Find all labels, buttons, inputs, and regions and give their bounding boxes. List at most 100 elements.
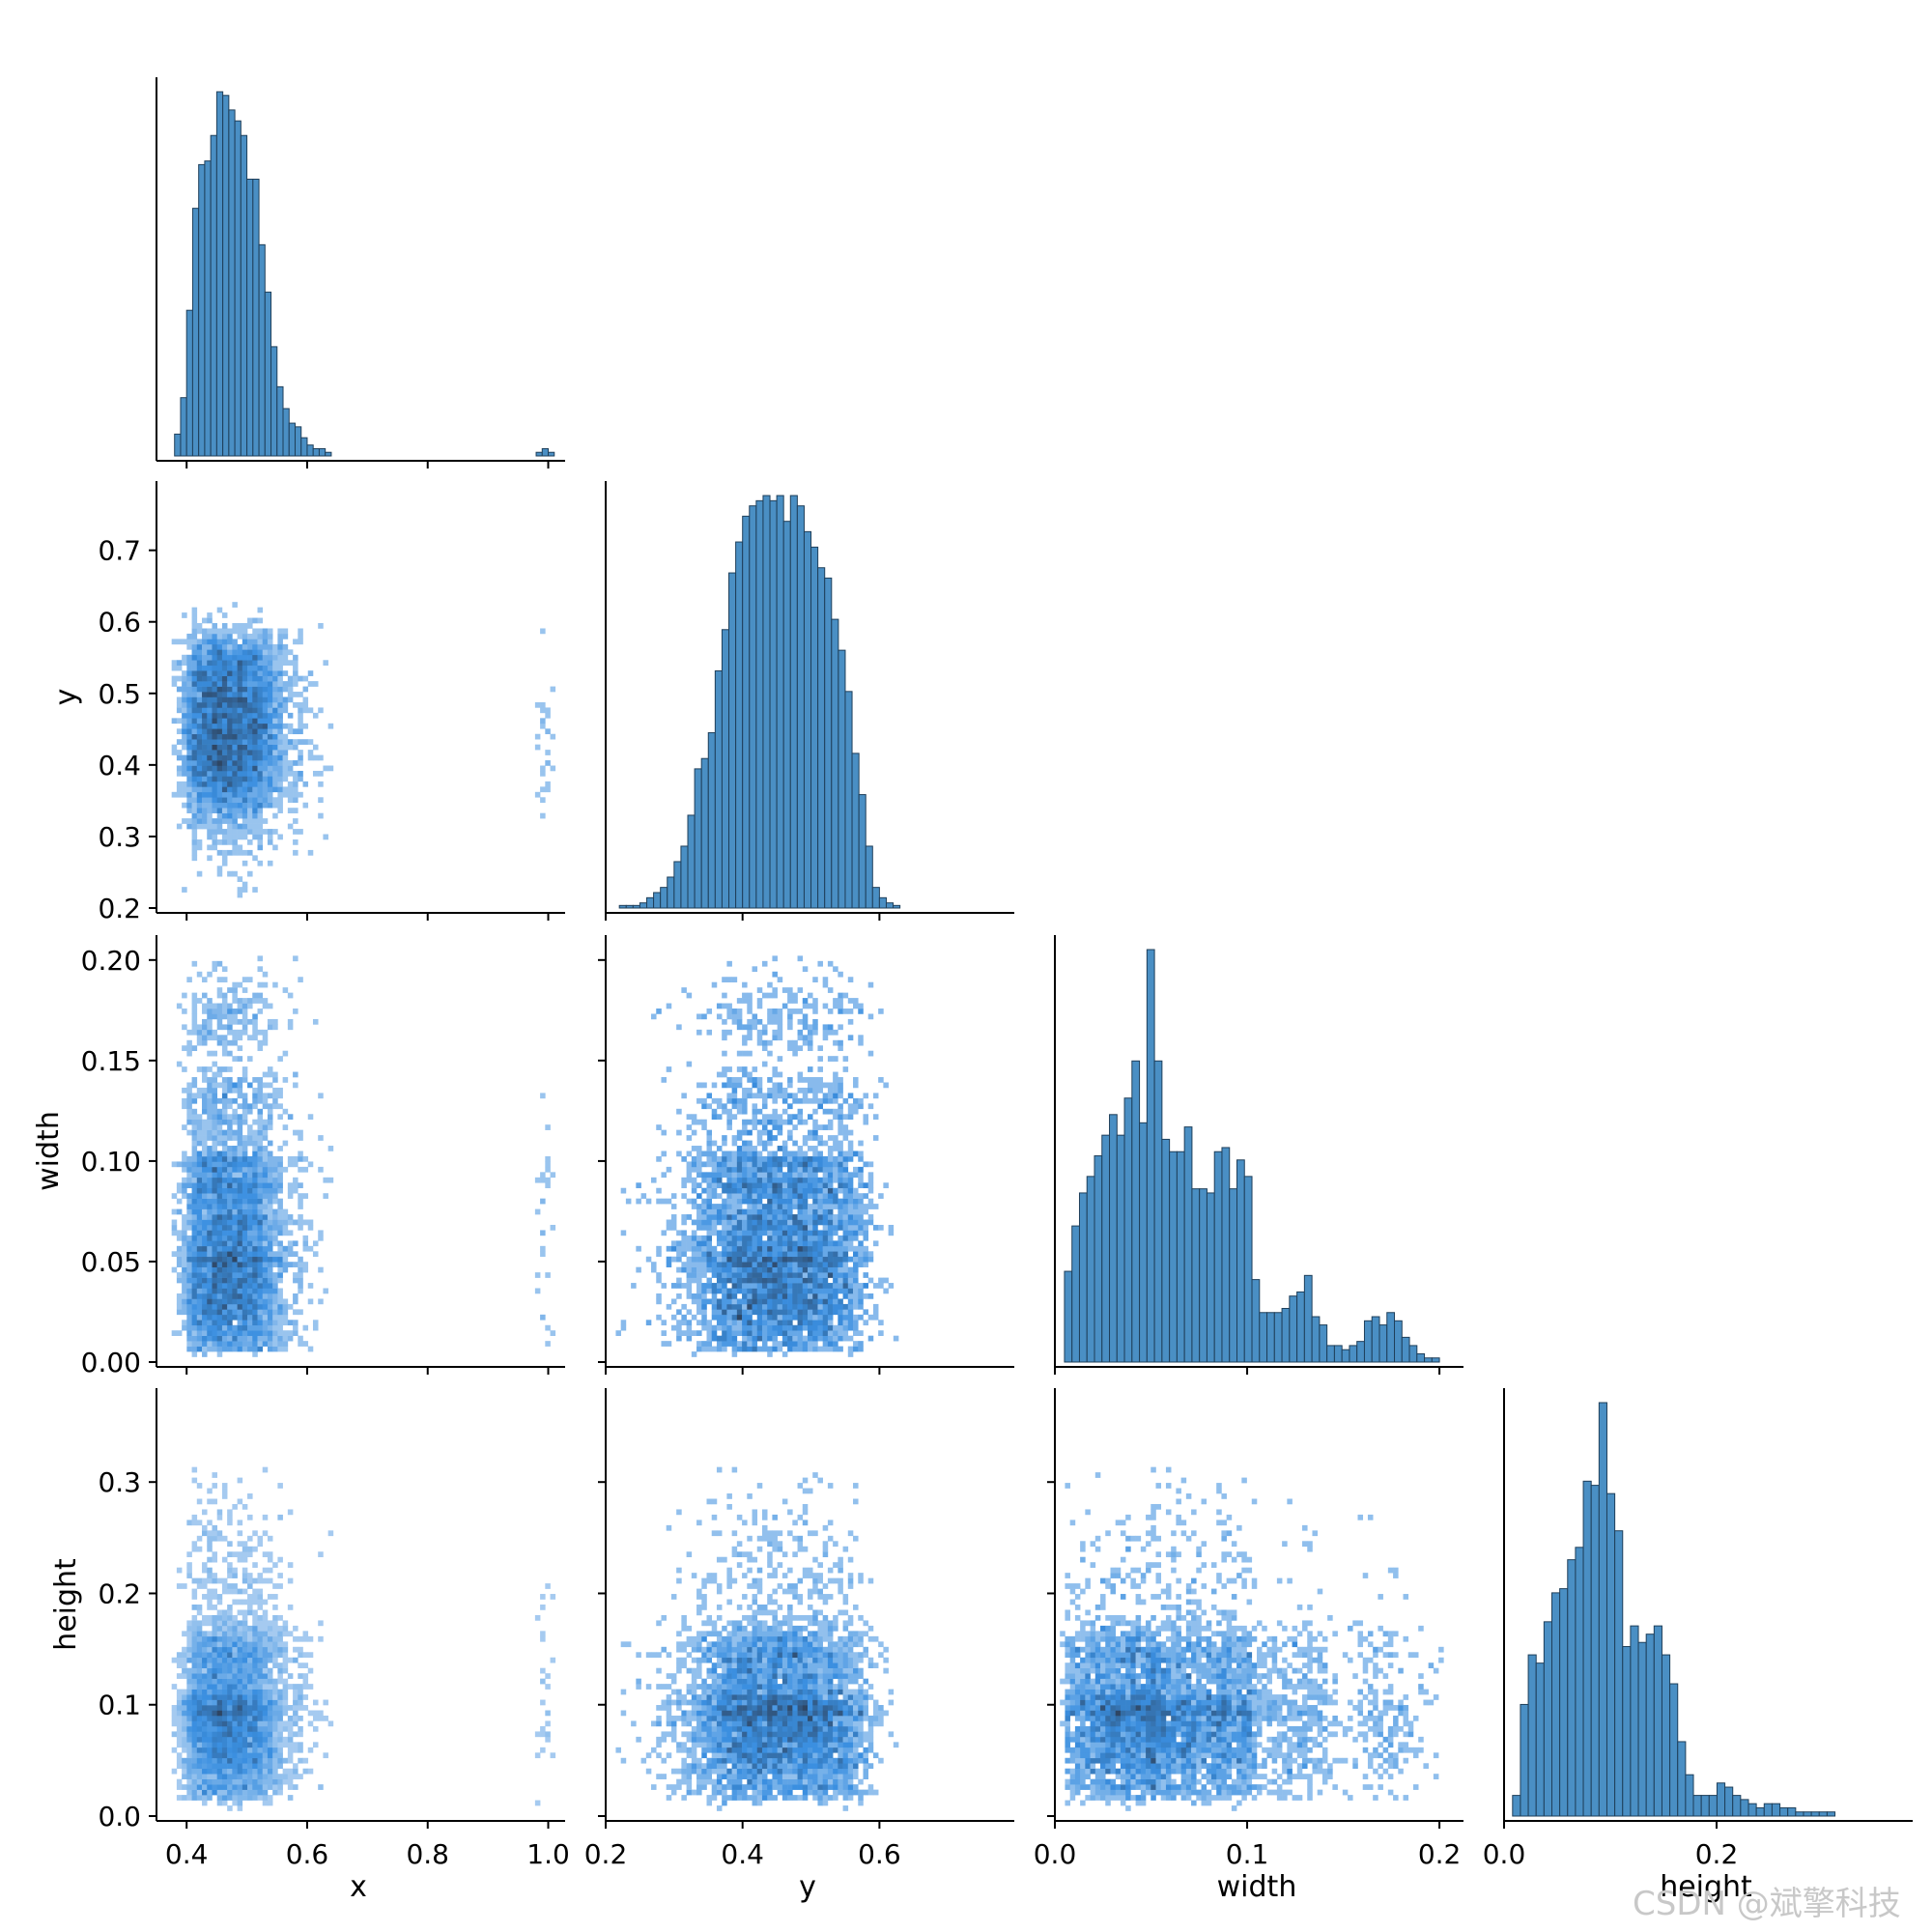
density-cell [752,1146,758,1151]
density-cell [761,1214,768,1220]
density-cell [838,1204,843,1209]
density-cell [711,1303,718,1310]
density-cell [247,701,253,708]
density-cell [232,1346,238,1352]
density-cell [227,1298,233,1305]
density-cell [262,723,269,729]
density-cell [808,1277,813,1284]
density-cell [247,1784,253,1790]
density-cell [722,1219,727,1226]
density-cell [838,1277,843,1284]
density-cell [802,1087,809,1094]
density-cell [207,1124,213,1130]
density-cell [752,1204,758,1209]
density-cell [802,1266,809,1273]
density-cell [191,770,198,777]
density-cell [277,791,283,798]
density-cell [176,1256,183,1263]
density-cell [827,1256,834,1263]
density-cell [842,1283,849,1289]
density-cell [267,1161,273,1168]
density-cell [252,1341,258,1347]
density-cell [207,1283,213,1289]
density-cell [216,654,223,661]
density-cell [176,1230,183,1236]
density-cell [202,712,208,719]
density-cell [545,1720,551,1727]
density-cell [716,1335,723,1342]
density-cell [186,1774,192,1779]
density-cell [176,686,183,693]
density-cell [267,1784,273,1790]
density-cell [267,670,273,676]
density-cell [176,750,183,755]
density-cell [186,1182,192,1189]
density-cell [262,1662,269,1668]
density-cell [202,808,208,813]
density-cell [186,1778,192,1785]
density-cell [656,1009,662,1014]
density-cell [293,808,298,813]
density-cell [242,1208,248,1215]
density-cell [247,1198,253,1205]
density-cell [186,1699,192,1706]
density-cell [171,1219,178,1226]
density-cell [282,696,289,703]
density-cell [833,1135,838,1141]
density-cell [812,1082,818,1089]
density-cell [787,1129,793,1136]
density-cell [827,1240,834,1247]
density-cell [747,1256,753,1263]
density-cell [287,692,294,697]
density-cell [191,1077,198,1083]
density-cell [747,998,753,1004]
density-cell [176,1262,183,1267]
density-cell [182,675,187,682]
density-cell [207,612,213,618]
density-cell [545,1731,551,1738]
density-cell [207,1151,213,1157]
density-cell [262,1177,269,1183]
density-cell [858,1155,864,1162]
density-cell [691,1204,697,1209]
density-cell [237,670,243,676]
density-cell [186,1789,192,1796]
density-cell [262,786,269,793]
hist-bar-x-17 [276,385,284,457]
density-cell [257,1768,264,1775]
density-cell [227,1204,233,1209]
density-cell [182,1161,187,1168]
density-cell [257,1689,264,1695]
density-cell [247,723,253,729]
density-cell [817,1056,823,1062]
hist-bar-width-7 [1116,1134,1125,1363]
density-cell [191,1251,198,1258]
density-cell [792,1093,798,1099]
density-cell [802,1262,809,1267]
density-cell [842,1166,849,1173]
density-cell [191,1320,198,1326]
density-cell [262,1003,269,1009]
density-cell [282,770,289,777]
density-cell [777,1124,783,1130]
density-cell [237,1266,243,1273]
density-cell [191,765,198,772]
density-cell [272,1166,278,1173]
density-cell [182,1251,187,1258]
density-cell [196,1699,203,1706]
density-cell [686,1166,693,1173]
density-cell [767,1324,773,1331]
density-cell [216,660,223,667]
density-cell [787,1219,793,1226]
density-cell [307,1768,314,1775]
density-cell [257,797,264,804]
density-cell [242,1795,248,1801]
density-cell [867,1335,874,1342]
density-cell [186,1256,192,1263]
density-cell [772,1320,778,1326]
density-cell [196,1725,203,1732]
density-cell [756,1151,763,1157]
hist-bar-y-26 [796,505,805,909]
density-cell [232,1230,238,1236]
hist-bar-y-30 [824,577,833,909]
